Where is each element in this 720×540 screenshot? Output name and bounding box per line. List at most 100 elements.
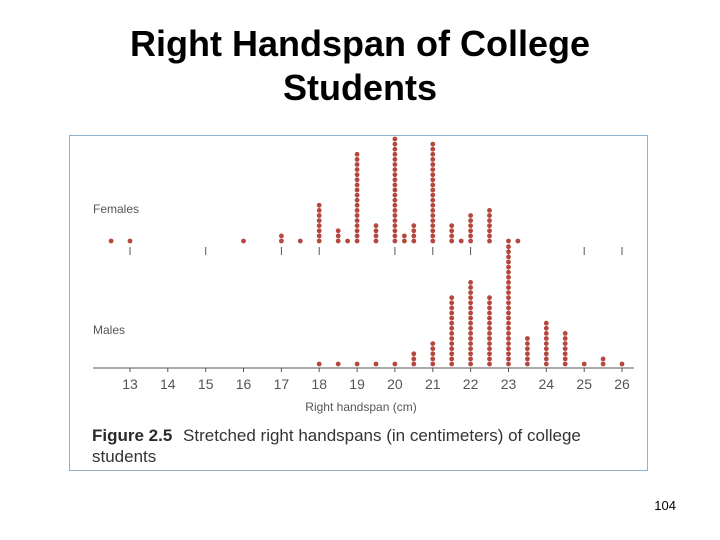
male-dot xyxy=(449,300,455,306)
female-dot xyxy=(430,172,436,178)
female-dot xyxy=(458,238,464,244)
female-dot xyxy=(449,228,455,234)
female-dot xyxy=(430,162,436,167)
male-dot xyxy=(506,290,511,295)
male-dot xyxy=(506,336,511,341)
male-dot xyxy=(468,315,473,321)
male-dot xyxy=(354,361,360,367)
female-dot xyxy=(392,202,398,208)
female-dot xyxy=(430,157,436,162)
x-tick-label: 22 xyxy=(463,376,479,392)
male-dot xyxy=(487,356,492,362)
male-dot xyxy=(525,351,530,357)
female-dot xyxy=(127,238,133,244)
male-dot xyxy=(506,274,511,280)
male-dot xyxy=(506,310,511,316)
male-dot xyxy=(543,325,549,331)
female-dot xyxy=(354,197,360,203)
male-dot xyxy=(468,341,473,346)
female-dot xyxy=(411,223,417,229)
female-dot xyxy=(354,172,360,178)
female-dot xyxy=(487,233,492,239)
male-dot xyxy=(449,336,455,341)
female-dot xyxy=(354,213,360,218)
female-dot xyxy=(279,238,284,244)
male-dot xyxy=(506,264,511,270)
male-dot xyxy=(562,346,568,352)
female-dot xyxy=(506,238,511,244)
x-tick-label: 24 xyxy=(539,376,555,392)
female-dot xyxy=(392,238,398,244)
male-dot xyxy=(487,331,492,336)
male-dot xyxy=(449,361,455,367)
male-dot xyxy=(487,361,492,367)
female-dot xyxy=(392,192,398,198)
male-dot xyxy=(430,341,436,346)
female-dot xyxy=(354,238,360,244)
males-series-label: Males xyxy=(93,323,125,337)
male-dot xyxy=(506,300,511,306)
male-dot xyxy=(506,259,511,265)
female-dot xyxy=(487,228,492,234)
female-dot xyxy=(487,223,492,229)
figure-caption: Figure 2.5 Stretched right handspans (in… xyxy=(92,425,632,467)
male-dot xyxy=(506,249,511,255)
female-dot xyxy=(392,233,398,239)
male-dot xyxy=(411,351,417,357)
female-dot xyxy=(487,208,492,213)
figure-label: Figure 2.5 xyxy=(92,426,173,445)
female-dot xyxy=(468,213,473,218)
female-dot xyxy=(316,228,322,234)
female-dot xyxy=(430,238,436,244)
female-dot xyxy=(373,233,379,239)
x-tick-label: 21 xyxy=(425,376,441,392)
female-dot xyxy=(392,162,398,167)
male-dot xyxy=(449,346,455,352)
male-dot xyxy=(411,356,417,362)
female-dot xyxy=(392,213,398,218)
female-dot xyxy=(402,238,407,244)
female-dot xyxy=(430,177,436,183)
male-dot xyxy=(581,361,587,367)
male-dot xyxy=(468,305,473,311)
female-dot xyxy=(354,233,360,239)
female-dot xyxy=(392,146,398,152)
male-dot xyxy=(449,320,455,326)
female-dot xyxy=(108,238,114,244)
male-dot xyxy=(525,356,530,362)
male-dot xyxy=(562,341,568,346)
female-dot xyxy=(468,238,473,244)
male-dot xyxy=(543,351,549,357)
male-dot xyxy=(506,341,511,346)
male-dot xyxy=(449,325,455,331)
male-dot xyxy=(619,361,625,367)
male-dot xyxy=(506,285,511,290)
x-tick-label: 18 xyxy=(311,376,327,392)
male-dot xyxy=(468,280,473,285)
male-dot xyxy=(392,361,398,367)
male-dot xyxy=(525,346,530,352)
female-dot xyxy=(335,238,341,244)
female-dot xyxy=(430,187,436,193)
male-dot xyxy=(562,356,568,362)
slide-title-line-2: Students xyxy=(282,67,437,108)
dot-plot: Females Males Right handspan (cm) 13 14 15… xyxy=(93,136,634,414)
female-dot xyxy=(430,146,436,152)
male-dot xyxy=(562,331,568,336)
female-dot xyxy=(354,208,360,213)
male-dot xyxy=(506,305,511,311)
x-tick-label: 14 xyxy=(160,376,176,392)
male-dot xyxy=(430,351,436,357)
figure-panel: Females Males Right handspan (cm) 13 14 15… xyxy=(69,135,648,471)
female-dot xyxy=(354,162,360,167)
female-dot xyxy=(316,233,322,239)
male-dot xyxy=(468,356,473,362)
male-dot xyxy=(506,361,511,367)
x-tick-label: 13 xyxy=(122,376,138,392)
male-dot xyxy=(487,351,492,357)
male-dot xyxy=(316,361,322,367)
female-dot xyxy=(392,172,398,178)
female-dot xyxy=(411,233,417,239)
female-dot xyxy=(279,233,284,239)
male-dot xyxy=(506,269,511,275)
